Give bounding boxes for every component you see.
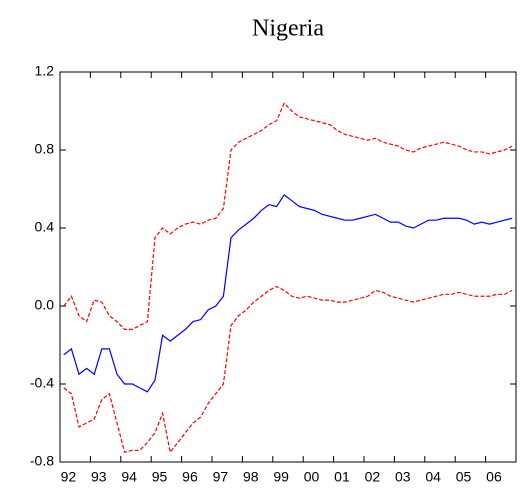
x-tick-label: 96 xyxy=(182,469,198,485)
x-tick-label: 97 xyxy=(213,469,229,485)
y-tick-label: -0.4 xyxy=(30,375,54,391)
x-tick-label: 04 xyxy=(425,469,441,485)
x-tick-label: 00 xyxy=(304,469,320,485)
x-tick-label: 92 xyxy=(61,469,77,485)
series-line xyxy=(63,193,513,393)
y-tick-label: -0.8 xyxy=(30,453,54,469)
series-line xyxy=(63,102,513,330)
x-tick-label: 98 xyxy=(243,469,259,485)
x-tick-label: 99 xyxy=(273,469,289,485)
y-tick-label: 1.2 xyxy=(35,63,55,79)
y-tick-label: 0.8 xyxy=(35,141,55,157)
x-tick-label: 03 xyxy=(395,469,411,485)
plot-frame xyxy=(59,71,517,463)
x-tick-label: 94 xyxy=(121,469,137,485)
x-tick-label: 01 xyxy=(334,469,350,485)
x-tick-label: 05 xyxy=(456,469,472,485)
x-tick-label: 02 xyxy=(365,469,381,485)
x-tick-label: 95 xyxy=(152,469,168,485)
y-tick-label: 0.0 xyxy=(35,297,55,313)
x-tick-label: 93 xyxy=(91,469,107,485)
y-tick-label: 0.4 xyxy=(35,219,55,235)
x-tick-label: 06 xyxy=(486,469,502,485)
chart-title: Nigeria xyxy=(252,16,324,42)
series-line xyxy=(63,285,513,454)
